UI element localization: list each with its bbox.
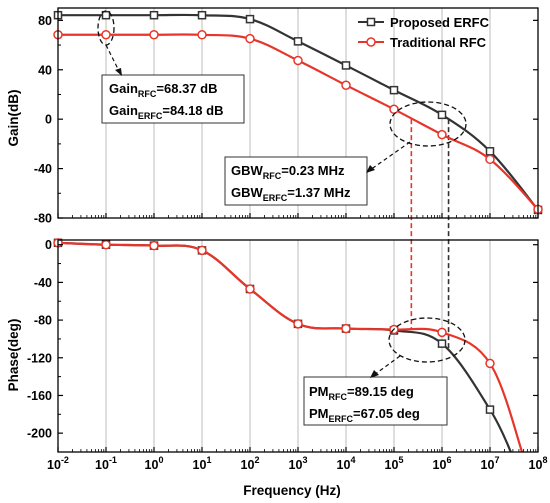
series-marker-circle [149,29,159,40]
gbw-arrow-line [369,141,411,171]
gain-annotation: GainRFC=68.37 dB GainERFC=84.18 dB [101,74,245,124]
gbw-highlight-ellipse [389,101,467,147]
gbw-annotation: GBWRFC=0.23 MHz GBWERFC=1.37 MHz [224,156,368,206]
x-tick-label: 103 [289,455,308,472]
series-marker-circle [437,129,447,140]
series-marker-circle [485,154,495,165]
x-tick-label: 108 [529,455,548,472]
y-tick-label: 0 [45,238,52,252]
y-tick-label: -40 [34,276,52,290]
x-tick-label: 102 [241,455,260,472]
x-tick-label: 104 [337,455,356,472]
guide-layer [410,119,450,351]
x-tick-label: 100 [145,455,164,472]
series-marker-circle [197,245,207,256]
gbw-rfc-annotation: GBWRFC=0.23 MHz [231,163,345,181]
gain-erfc-annotation: GainERFC=84.18 dB [109,103,223,121]
y-tick-label: -80 [34,212,52,226]
series-marker-square [485,147,495,156]
x-tick-label: 101 [193,455,212,472]
series-marker-circle [101,29,111,40]
series-marker-square [149,10,159,20]
y-tick-label: 0 [45,113,52,127]
series-marker-circle [293,319,303,329]
x-tick-label: 10-2 [47,455,69,472]
gain-arrow-head [115,68,122,76]
series-marker-circle [245,33,255,44]
pm-annotation: PMRFC=89.15 deg PMERFC=67.05 deg [303,376,448,426]
legend-rfc-label: Traditional RFC [390,35,487,50]
frequency-axis-title: Frequency (Hz) [243,483,341,498]
gain-arrow-line [105,44,121,74]
pm-erfc-annotation: PMERFC=67.05 deg [309,406,420,424]
series-marker-circle [485,358,495,369]
series-marker-circle [149,240,159,251]
x-tick-label: 107 [481,455,500,472]
pm-rfc-annotation: PMRFC=89.15 deg [309,384,414,402]
y-tick-label: 80 [38,14,52,28]
legend-rfc-marker [366,37,376,47]
series-marker-circle [245,284,255,294]
x-tick-label: 106 [433,455,452,472]
series-marker-square [437,110,447,120]
series-marker-circle [101,239,111,250]
y-tick-label: -80 [34,314,52,328]
series-marker-circle [341,323,351,334]
series-marker-square [245,14,255,24]
series-marker-square [101,10,111,20]
y-tick-label: -40 [34,162,52,176]
pm-annotation-box [303,376,448,426]
series-line [58,241,524,452]
gain-annotation-box [101,74,245,124]
legend: Proposed ERFC Traditional RFC [358,15,490,50]
gbw-erfc-annotation: GBWERFC=1.37 MHz [231,185,351,203]
series-marker-square [485,405,495,414]
legend-erfc-marker [366,17,376,27]
annotation-arrows [105,44,411,378]
gbw-annotation-box [224,156,368,206]
series-marker-circle [437,327,447,338]
series-marker-circle [197,30,207,40]
gain-rfc-annotation: GainRFC=68.37 dB [109,81,217,99]
phase-axis-title: Phase(deg) [6,319,21,392]
pm-arrow-head [370,370,379,378]
y-tick-label: -160 [27,389,52,403]
y-tick-label: 40 [38,63,52,77]
y-tick-label: -120 [27,351,52,365]
x-tick-label: 10-1 [95,455,117,472]
series-marker-square [293,37,303,46]
series-marker-square [437,339,447,348]
gain-axis-title: Gain(dB) [6,90,21,147]
legend-erfc-label: Proposed ERFC [390,15,490,30]
x-tick-label: 105 [385,455,404,472]
axes-layer: -80 -40 0 40 80 -200 -160 -120 -80 -40 0 10-2 10-1 10… [27,7,548,472]
pm-highlight-ellipse [388,317,466,363]
series-marker-circle [389,104,399,115]
gbw-arrow-head [366,165,375,173]
pm-arrow-line [373,355,401,376]
series-marker-square [389,85,399,95]
series-marker-square [341,61,351,70]
y-tick-label: -200 [27,427,52,441]
series-marker-circle [341,80,351,90]
series-marker-circle [293,55,303,66]
series-marker-square [197,10,207,20]
